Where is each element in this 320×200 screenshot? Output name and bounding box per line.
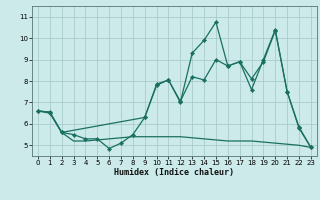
X-axis label: Humidex (Indice chaleur): Humidex (Indice chaleur) [115,168,234,177]
